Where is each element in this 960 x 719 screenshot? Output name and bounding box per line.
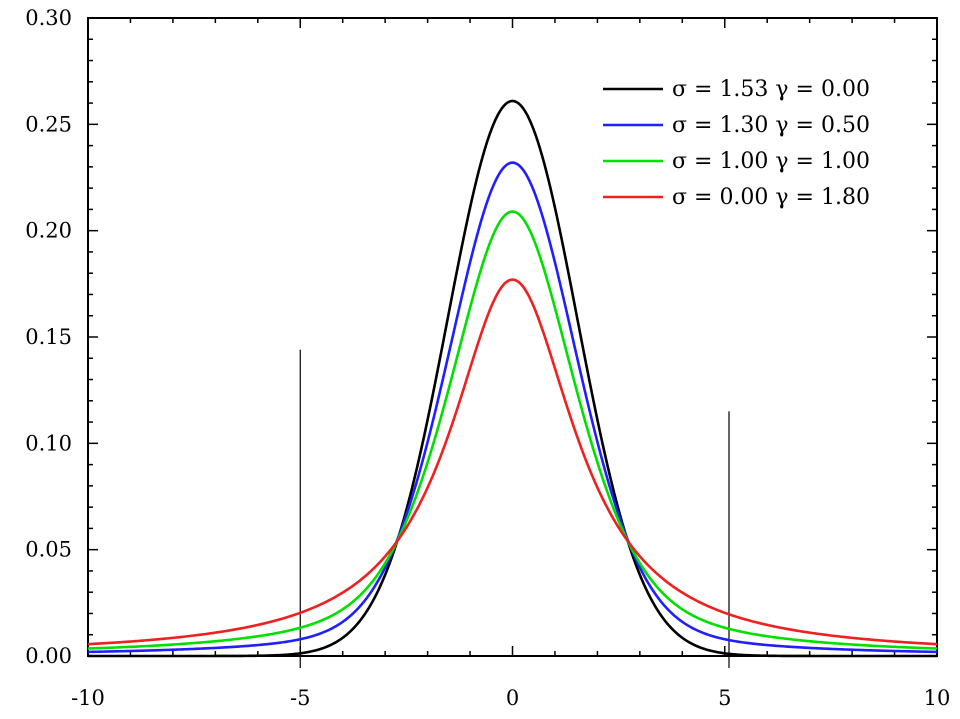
y-tick-label: 0.00 xyxy=(25,644,72,668)
series-line-3 xyxy=(87,210,938,650)
axis-ticks xyxy=(87,17,938,657)
x-tick-label: -10 xyxy=(71,686,105,710)
legend-label-2: σ = 1.30 γ = 0.50 xyxy=(672,113,870,138)
y-tick-label: 0.05 xyxy=(25,538,72,562)
x-tick-label: 5 xyxy=(718,686,731,710)
legend-label-3: σ = 1.00 γ = 1.00 xyxy=(672,149,870,174)
annotation-lines xyxy=(299,349,730,668)
legend-label-4: σ = 0.00 γ = 1.80 xyxy=(672,185,870,210)
y-tick-label: 0.25 xyxy=(25,112,72,136)
legend-label-1: σ = 1.53 γ = 0.00 xyxy=(672,77,870,102)
series-line-4 xyxy=(87,278,938,646)
y-tick-label: 0.15 xyxy=(25,325,72,349)
x-tick-label: 10 xyxy=(924,686,951,710)
series-line-2 xyxy=(87,161,938,654)
y-tick-label: 0.10 xyxy=(25,431,72,455)
series-group xyxy=(87,99,938,658)
x-tick-label: -5 xyxy=(290,686,310,710)
y-tick-label: 0.30 xyxy=(25,6,72,30)
axis-tick-labels: -10 -5 0 5 10 0.00 0.05 0.10 0.15 0.20 0.25 0.30 xyxy=(25,6,950,710)
legend: σ = 1.53 γ = 0.00 σ = 1.30 γ = 0.50 σ = 1.… xyxy=(603,77,870,210)
x-tick-label: 0 xyxy=(506,686,519,710)
y-tick-label: 0.20 xyxy=(25,219,72,243)
series-line-1 xyxy=(88,99,937,658)
